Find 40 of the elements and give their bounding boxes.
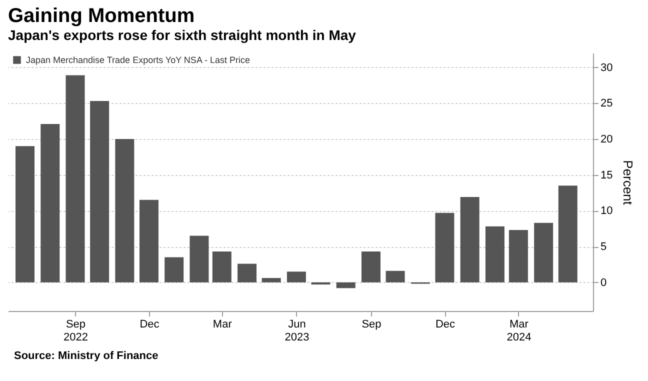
bar xyxy=(386,270,405,282)
bar xyxy=(66,75,85,282)
x-tick-label: Dec xyxy=(140,318,160,330)
y-tick-label: 10 xyxy=(600,205,613,218)
bar xyxy=(534,222,554,282)
x-tick-label: Sep xyxy=(362,318,382,330)
x-tick-label: Sep 2022 xyxy=(64,318,88,344)
y-tick-label: 0 xyxy=(600,276,607,289)
y-axis-title: Percent xyxy=(620,160,636,206)
y-tick-label: 5 xyxy=(600,241,607,253)
bar xyxy=(558,186,578,282)
bar xyxy=(286,272,306,282)
bar xyxy=(460,197,480,282)
bar xyxy=(336,282,356,288)
bar xyxy=(238,264,257,282)
bar xyxy=(485,226,504,282)
bar xyxy=(435,212,454,282)
legend-label: Japan Merchandise Trade Exports YoY NSA - Last Price xyxy=(26,55,250,65)
chart-title: Gaining Momentum xyxy=(8,5,195,27)
x-tick-label: Mar 2024 xyxy=(506,318,532,344)
chart-subtitle: Japan's exports rose for sixth straight month in May xyxy=(8,27,356,43)
bar xyxy=(508,230,528,282)
source-note: Source: Ministry of Finance xyxy=(14,350,158,362)
bar xyxy=(262,278,281,282)
bar xyxy=(90,101,110,282)
bar xyxy=(16,146,35,282)
bar xyxy=(40,124,60,282)
x-tick-label: Jun 2023 xyxy=(284,318,310,344)
bar xyxy=(190,236,209,282)
bar xyxy=(115,139,134,282)
x-tick-label: Dec xyxy=(435,318,456,330)
y-tick-label: 25 xyxy=(600,98,613,110)
x-tick-label: Mar xyxy=(212,318,232,330)
bar xyxy=(361,252,380,282)
bar xyxy=(212,252,232,282)
y-tick-label: 30 xyxy=(600,62,613,74)
y-tick-label: 15 xyxy=(600,169,613,182)
bar xyxy=(164,257,184,282)
y-tick-label: 20 xyxy=(600,134,613,146)
bar xyxy=(139,200,158,282)
